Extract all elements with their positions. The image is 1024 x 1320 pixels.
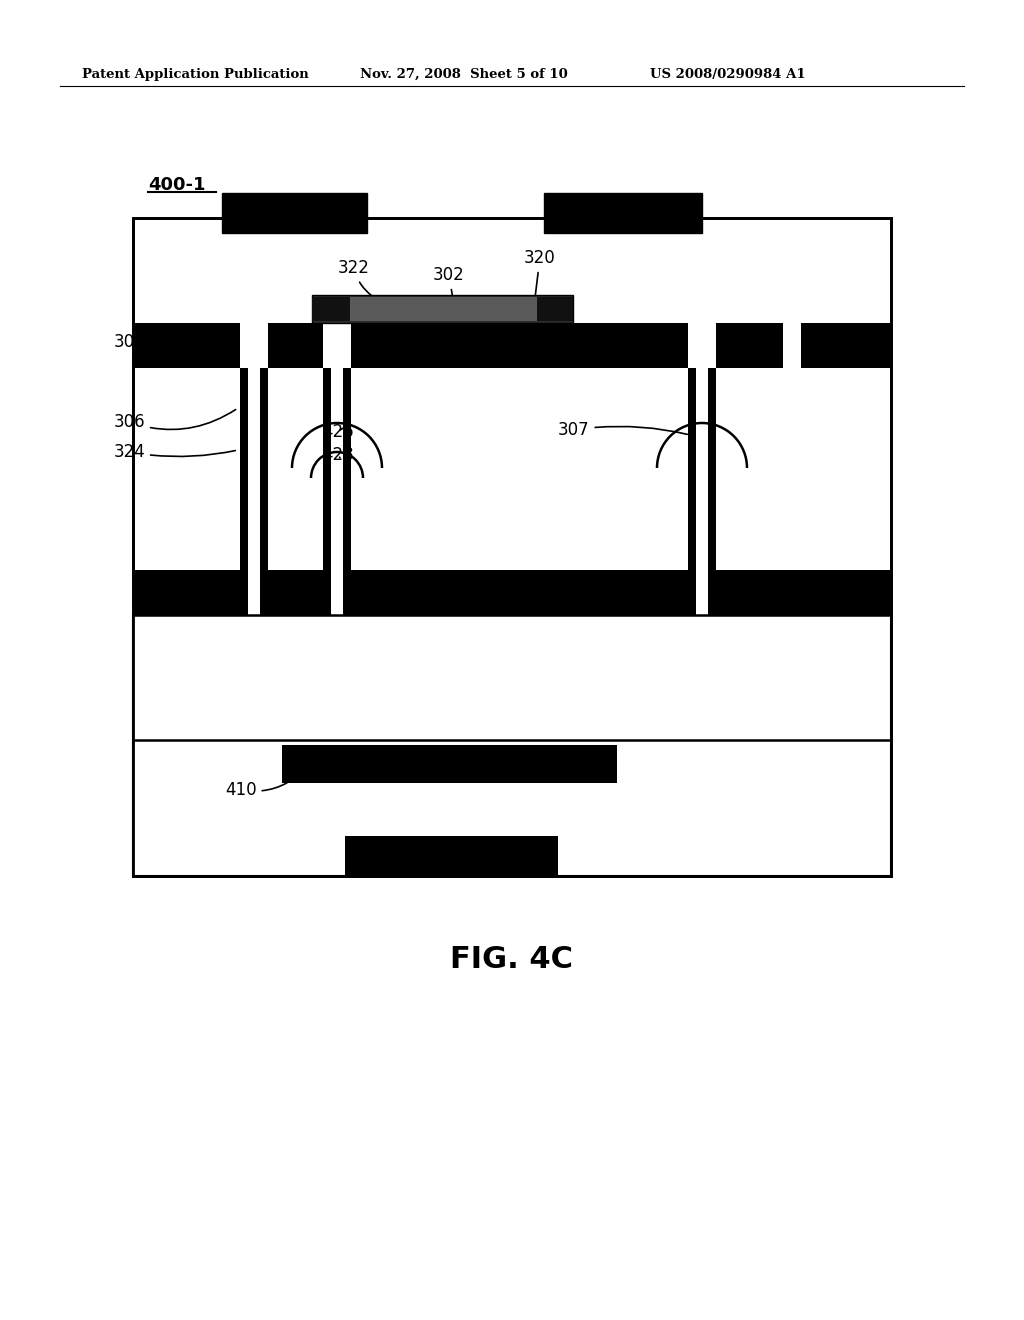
Text: Patent Application Publication: Patent Application Publication bbox=[82, 69, 309, 81]
Bar bbox=[343, 368, 351, 570]
Bar bbox=[268, 579, 298, 605]
Bar bbox=[688, 570, 696, 615]
Text: 308: 308 bbox=[753, 333, 794, 351]
Bar bbox=[347, 297, 537, 321]
Bar bbox=[240, 368, 248, 570]
Bar bbox=[240, 570, 248, 615]
Bar bbox=[345, 836, 558, 876]
Text: Nov. 27, 2008  Sheet 5 of 10: Nov. 27, 2008 Sheet 5 of 10 bbox=[360, 69, 567, 81]
Text: 426: 426 bbox=[322, 422, 353, 441]
Bar bbox=[222, 193, 367, 234]
Bar bbox=[248, 570, 260, 615]
Text: 410: 410 bbox=[225, 764, 308, 799]
Text: 308: 308 bbox=[114, 333, 210, 351]
Text: FIG. 4C: FIG. 4C bbox=[451, 945, 573, 974]
Text: 307: 307 bbox=[558, 421, 687, 440]
Bar bbox=[133, 570, 891, 615]
Bar bbox=[544, 193, 702, 234]
Text: 302: 302 bbox=[433, 267, 465, 338]
Bar bbox=[133, 218, 891, 876]
Bar bbox=[133, 615, 891, 876]
Bar bbox=[133, 323, 891, 368]
Bar bbox=[312, 297, 350, 321]
Bar bbox=[248, 368, 260, 570]
Bar bbox=[331, 570, 343, 615]
Bar bbox=[331, 368, 343, 570]
Bar bbox=[688, 323, 716, 368]
Bar bbox=[745, 323, 783, 368]
Bar bbox=[696, 368, 708, 570]
Bar bbox=[783, 323, 801, 368]
Bar bbox=[312, 294, 573, 323]
Text: 324: 324 bbox=[114, 444, 236, 461]
Bar bbox=[240, 323, 268, 368]
Bar bbox=[323, 570, 331, 615]
Bar bbox=[708, 570, 716, 615]
Text: US 2008/0290984 A1: US 2008/0290984 A1 bbox=[650, 69, 806, 81]
Text: 320: 320 bbox=[524, 249, 556, 296]
Bar bbox=[343, 570, 351, 615]
Text: 428: 428 bbox=[322, 446, 353, 465]
Bar bbox=[537, 297, 573, 321]
Bar bbox=[260, 368, 268, 570]
Text: 322: 322 bbox=[338, 259, 373, 297]
Bar bbox=[323, 323, 351, 368]
Bar bbox=[323, 368, 331, 570]
Text: 400-1: 400-1 bbox=[148, 176, 206, 194]
Bar bbox=[260, 570, 268, 615]
Text: 306: 306 bbox=[114, 409, 236, 432]
Bar bbox=[696, 570, 708, 615]
Bar bbox=[688, 368, 696, 570]
Bar bbox=[133, 218, 891, 876]
Bar bbox=[708, 368, 716, 570]
Bar bbox=[282, 744, 617, 783]
